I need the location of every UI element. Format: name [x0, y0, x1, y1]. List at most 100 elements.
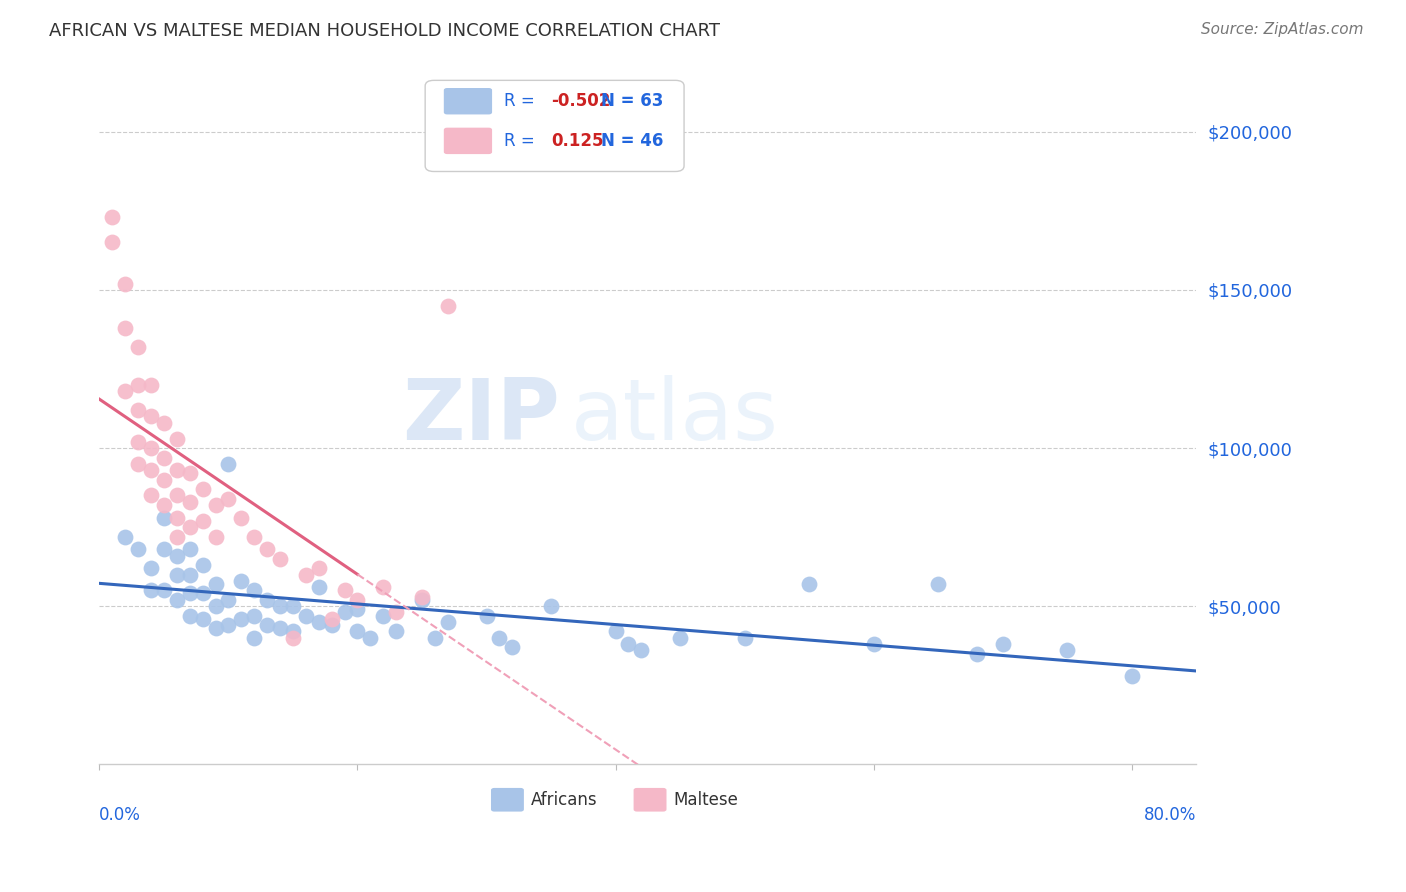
Point [269, 621, 291, 635]
Point [501, 640, 523, 655]
Point [179, 520, 201, 534]
Point [191, 612, 214, 626]
Point [231, 574, 253, 588]
Point [256, 542, 278, 557]
Point [630, 643, 652, 657]
Point [166, 510, 188, 524]
Text: 80.0%: 80.0% [1144, 806, 1197, 824]
Point [411, 592, 433, 607]
Text: N = 46: N = 46 [600, 132, 664, 150]
Point [605, 624, 627, 639]
Point [308, 561, 330, 575]
Point [166, 432, 188, 446]
Point [127, 377, 149, 392]
Point [540, 599, 562, 614]
Point [346, 602, 368, 616]
Point [321, 612, 343, 626]
Point [295, 567, 318, 582]
Point [333, 606, 356, 620]
Point [139, 463, 162, 477]
Point [617, 637, 640, 651]
Point [423, 631, 446, 645]
Point [179, 467, 201, 481]
Point [153, 416, 176, 430]
Point [333, 583, 356, 598]
Point [281, 631, 304, 645]
Point [204, 599, 226, 614]
Point [281, 624, 304, 639]
FancyBboxPatch shape [444, 88, 492, 114]
Point [966, 647, 988, 661]
Point [166, 549, 188, 563]
FancyBboxPatch shape [491, 788, 524, 812]
Point [217, 592, 239, 607]
Point [101, 235, 124, 250]
Point [139, 441, 162, 455]
Point [308, 580, 330, 594]
Point [1056, 643, 1078, 657]
Point [346, 592, 368, 607]
Point [139, 377, 162, 392]
Point [243, 631, 266, 645]
Point [217, 457, 239, 471]
Text: Africans: Africans [530, 790, 598, 809]
Point [862, 637, 884, 651]
Point [488, 631, 510, 645]
Point [734, 631, 756, 645]
Point [411, 590, 433, 604]
Point [231, 612, 253, 626]
Point [437, 299, 460, 313]
Text: -0.502: -0.502 [551, 92, 610, 111]
Point [204, 621, 226, 635]
Text: Source: ZipAtlas.com: Source: ZipAtlas.com [1201, 22, 1364, 37]
Point [127, 434, 149, 449]
Point [385, 624, 408, 639]
Point [1121, 669, 1143, 683]
Point [243, 530, 266, 544]
Text: 0.0%: 0.0% [100, 806, 141, 824]
Point [991, 637, 1014, 651]
Point [179, 542, 201, 557]
Point [217, 618, 239, 632]
Point [204, 577, 226, 591]
Point [127, 340, 149, 354]
Point [373, 580, 395, 594]
Point [127, 542, 149, 557]
Point [217, 491, 239, 506]
Point [114, 321, 136, 335]
Point [139, 409, 162, 424]
Point [373, 608, 395, 623]
Point [243, 608, 266, 623]
FancyBboxPatch shape [634, 788, 666, 812]
Point [191, 558, 214, 572]
Point [191, 514, 214, 528]
Text: ZIP: ZIP [402, 375, 560, 458]
Point [153, 498, 176, 512]
Point [139, 561, 162, 575]
Point [114, 530, 136, 544]
Point [179, 567, 201, 582]
Text: R =: R = [505, 92, 540, 111]
Point [166, 567, 188, 582]
Point [437, 615, 460, 629]
Point [204, 530, 226, 544]
Point [321, 618, 343, 632]
Point [204, 498, 226, 512]
Point [153, 450, 176, 465]
FancyBboxPatch shape [444, 128, 492, 154]
Point [308, 615, 330, 629]
Text: atlas: atlas [571, 375, 779, 458]
Point [475, 608, 498, 623]
Point [256, 592, 278, 607]
Point [179, 608, 201, 623]
Point [799, 577, 821, 591]
Point [269, 599, 291, 614]
Point [153, 510, 176, 524]
Point [127, 403, 149, 417]
Point [153, 583, 176, 598]
Point [346, 624, 368, 639]
Point [166, 463, 188, 477]
Point [385, 606, 408, 620]
Point [927, 577, 949, 591]
Point [191, 482, 214, 496]
